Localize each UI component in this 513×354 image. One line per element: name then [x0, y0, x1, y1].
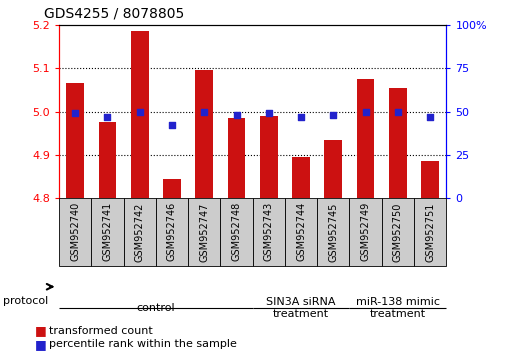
Text: GSM952745: GSM952745 — [328, 202, 339, 262]
Bar — [382, 198, 414, 266]
Bar — [91, 198, 124, 266]
Bar — [292, 157, 310, 198]
Bar — [228, 118, 245, 198]
Bar — [260, 116, 278, 198]
Bar — [124, 198, 156, 266]
Point — [265, 110, 273, 116]
Text: GSM952748: GSM952748 — [231, 202, 242, 262]
Text: GSM952747: GSM952747 — [199, 202, 209, 262]
Bar — [252, 198, 285, 266]
Text: GSM952743: GSM952743 — [264, 202, 274, 262]
Text: GSM952750: GSM952750 — [393, 202, 403, 262]
Point — [200, 109, 208, 114]
Bar — [421, 161, 439, 198]
Text: GSM952751: GSM952751 — [425, 202, 435, 262]
Bar — [324, 140, 342, 198]
Point — [232, 112, 241, 118]
Text: GDS4255 / 8078805: GDS4255 / 8078805 — [44, 7, 184, 21]
Text: GSM952741: GSM952741 — [103, 202, 112, 262]
Bar — [195, 70, 213, 198]
Bar — [98, 122, 116, 198]
Point — [426, 114, 435, 120]
Point — [103, 114, 111, 120]
Point — [168, 122, 176, 128]
Text: miR-138 mimic
treatment: miR-138 mimic treatment — [356, 297, 440, 319]
Text: GSM952742: GSM952742 — [135, 202, 145, 262]
Text: GSM952746: GSM952746 — [167, 202, 177, 262]
Text: ■: ■ — [35, 338, 47, 350]
Text: percentile rank within the sample: percentile rank within the sample — [49, 339, 236, 349]
Bar — [357, 79, 374, 198]
Point — [394, 109, 402, 114]
Bar — [188, 198, 221, 266]
Bar — [156, 198, 188, 266]
Point — [71, 110, 79, 116]
Bar — [285, 198, 317, 266]
Point — [329, 112, 338, 118]
Text: protocol: protocol — [3, 296, 48, 306]
Bar — [221, 198, 252, 266]
Bar — [66, 83, 84, 198]
Text: GSM952749: GSM952749 — [361, 202, 370, 262]
Text: GSM952740: GSM952740 — [70, 202, 80, 262]
Bar — [131, 31, 149, 198]
Text: ■: ■ — [35, 325, 47, 337]
Text: transformed count: transformed count — [49, 326, 152, 336]
Point — [362, 109, 370, 114]
Bar — [349, 198, 382, 266]
Bar — [414, 198, 446, 266]
Text: control: control — [136, 303, 175, 313]
Bar — [389, 88, 407, 198]
Bar — [163, 179, 181, 198]
Bar — [317, 198, 349, 266]
Text: SIN3A siRNA
treatment: SIN3A siRNA treatment — [266, 297, 336, 319]
Bar — [59, 198, 91, 266]
Point — [297, 114, 305, 120]
Text: GSM952744: GSM952744 — [296, 202, 306, 262]
Point — [135, 109, 144, 114]
